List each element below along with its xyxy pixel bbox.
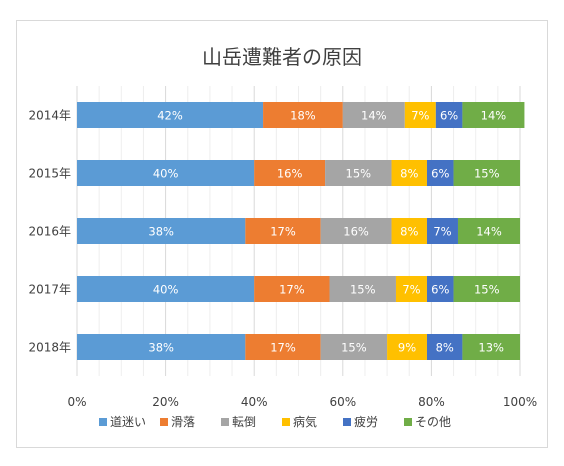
category-label: 2017年 bbox=[28, 283, 71, 297]
data-label: 7% bbox=[411, 109, 429, 123]
bar-segment bbox=[462, 334, 520, 360]
data-label: 7% bbox=[402, 283, 420, 297]
bar-segment bbox=[342, 102, 405, 128]
bar-segment bbox=[77, 160, 255, 186]
data-label: 17% bbox=[279, 283, 305, 297]
legend-swatch bbox=[160, 418, 168, 426]
data-label: 13% bbox=[478, 341, 504, 355]
x-tick-label: 0% bbox=[67, 395, 86, 409]
x-tick-label: 40% bbox=[241, 395, 268, 409]
bar-segment bbox=[462, 102, 525, 128]
bar-segment bbox=[435, 102, 463, 128]
bar-segment bbox=[426, 160, 454, 186]
legend-swatch bbox=[221, 418, 229, 426]
data-label: 15% bbox=[350, 283, 376, 297]
data-label: 17% bbox=[270, 341, 296, 355]
x-tick-label: 80% bbox=[418, 395, 445, 409]
data-label: 6% bbox=[431, 283, 449, 297]
data-label: 8% bbox=[436, 341, 454, 355]
bar-segment bbox=[77, 218, 246, 244]
bar-segment bbox=[245, 334, 321, 360]
data-label: 8% bbox=[400, 167, 418, 181]
data-label: 16% bbox=[343, 225, 369, 239]
data-label: 16% bbox=[277, 167, 303, 181]
bar-segment bbox=[387, 334, 427, 360]
legend-swatch bbox=[282, 418, 290, 426]
bar-segment bbox=[391, 160, 427, 186]
bar-segment bbox=[320, 218, 392, 244]
data-label: 40% bbox=[153, 167, 179, 181]
data-label: 18% bbox=[290, 109, 316, 123]
bar-segment bbox=[453, 276, 520, 302]
bar-segment bbox=[457, 218, 520, 244]
legend-label: 疲労 bbox=[354, 414, 378, 429]
data-label: 9% bbox=[398, 341, 416, 355]
data-label: 14% bbox=[476, 225, 502, 239]
data-label: 17% bbox=[270, 225, 296, 239]
data-label: 38% bbox=[148, 225, 174, 239]
bar-segment bbox=[77, 276, 255, 302]
bar-segment bbox=[254, 276, 330, 302]
category-label: 2018年 bbox=[28, 341, 71, 355]
chart-title: 山岳遭難者の原因 bbox=[202, 45, 362, 69]
bar-segment bbox=[329, 276, 396, 302]
data-label: 15% bbox=[474, 167, 500, 181]
data-label: 6% bbox=[440, 109, 458, 123]
data-label: 15% bbox=[341, 341, 367, 355]
x-tick-label: 20% bbox=[152, 395, 179, 409]
bar-segment bbox=[77, 102, 264, 128]
legend-label: 道迷い bbox=[110, 415, 146, 429]
data-label: 40% bbox=[153, 283, 179, 297]
category-label: 2014年 bbox=[28, 109, 71, 123]
bar-segment bbox=[245, 218, 321, 244]
data-label: 14% bbox=[481, 109, 507, 123]
bar-segment bbox=[426, 276, 454, 302]
category-axis-labels: 2014年 2015年 2016年 2017年 2018年 bbox=[28, 109, 71, 355]
bar-segment bbox=[426, 334, 463, 360]
data-label: 15% bbox=[474, 283, 500, 297]
x-tick-label: 100% bbox=[503, 395, 537, 409]
legend-swatch bbox=[343, 418, 351, 426]
legend-label: 転倒 bbox=[232, 415, 256, 429]
data-label: 14% bbox=[361, 109, 387, 123]
bar-segment bbox=[320, 334, 388, 360]
category-label: 2016年 bbox=[28, 225, 71, 239]
category-label: 2015年 bbox=[28, 167, 71, 181]
data-label: 8% bbox=[400, 225, 418, 239]
data-label: 7% bbox=[433, 225, 451, 239]
bar-segment bbox=[391, 218, 427, 244]
data-label: 42% bbox=[157, 109, 183, 123]
legend-label: その他 bbox=[415, 415, 451, 429]
legend-label: 病気 bbox=[293, 414, 317, 429]
legend-swatch bbox=[404, 418, 412, 426]
legend-swatch bbox=[99, 418, 107, 426]
bars: 42% 18% 14% 7% 6% 14% 40% 16% 15% 8% 6% 15% 38% 17% 16… bbox=[77, 102, 525, 360]
bar-segment bbox=[325, 160, 392, 186]
bar-segment bbox=[426, 218, 458, 244]
data-label: 6% bbox=[431, 167, 449, 181]
bar-segment bbox=[453, 160, 520, 186]
bar-segment bbox=[395, 276, 427, 302]
x-tick-label: 60% bbox=[329, 395, 356, 409]
value-axis-labels: 0% 20% 40% 60% 80% 100% bbox=[67, 395, 537, 409]
bar-segment bbox=[404, 102, 436, 128]
legend: 道迷い 滑落 転倒 病気 疲労 その他 bbox=[99, 414, 451, 429]
bar-segment bbox=[263, 102, 343, 128]
bar-segment bbox=[254, 160, 326, 186]
legend-label: 滑落 bbox=[171, 415, 195, 429]
data-label: 15% bbox=[346, 167, 372, 181]
data-label: 38% bbox=[148, 341, 174, 355]
bar-segment bbox=[77, 334, 246, 360]
